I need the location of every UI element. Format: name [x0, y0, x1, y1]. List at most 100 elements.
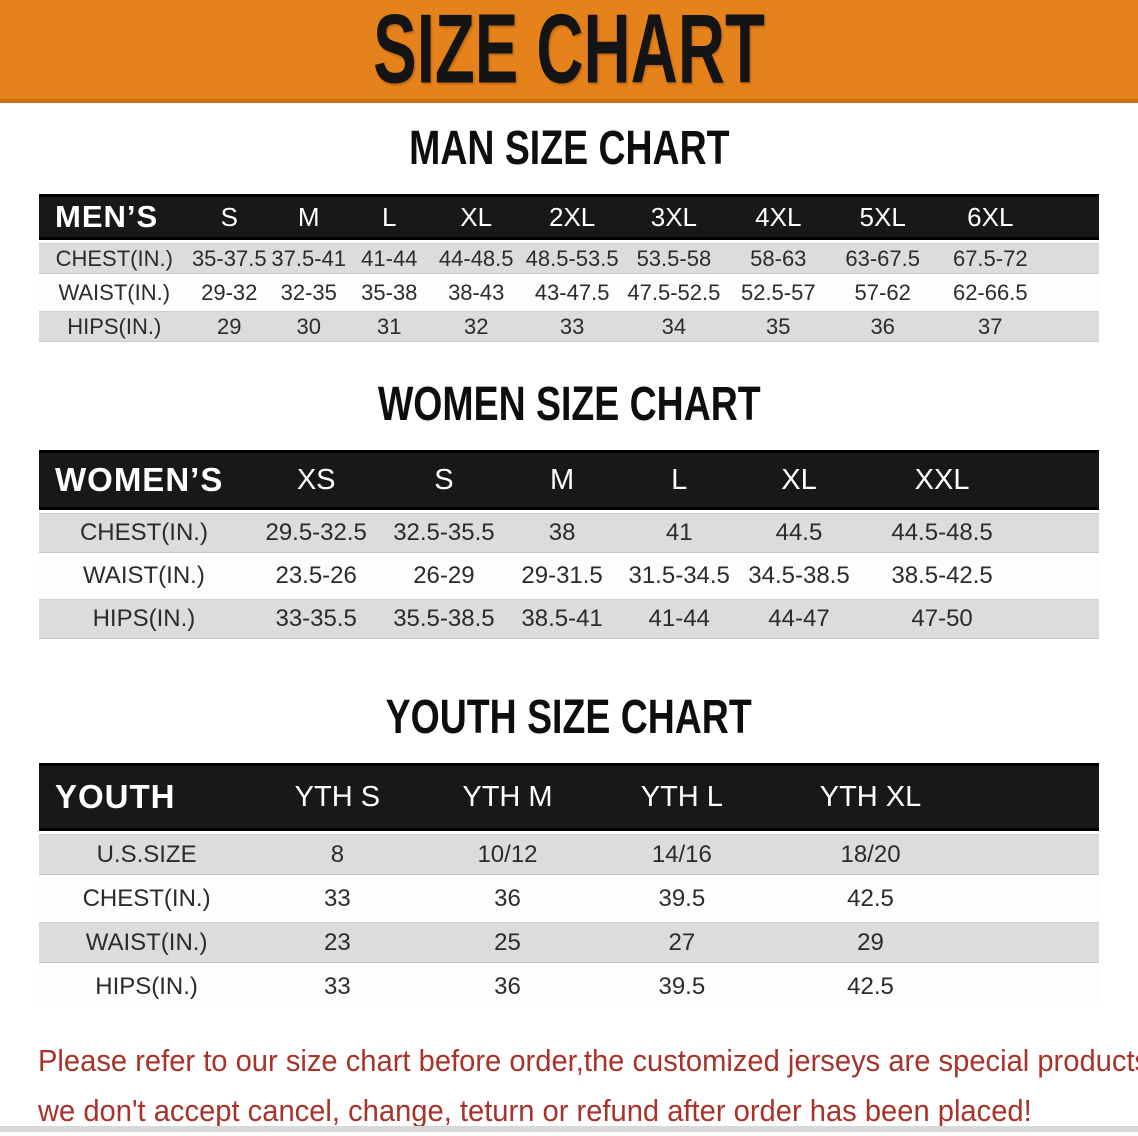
measurement-row: CHEST(IN.) 33 36 39.5 42.5	[39, 878, 1099, 919]
size-column-header: YTH L	[594, 763, 770, 831]
size-value: 31.5-34.5	[619, 556, 739, 596]
spacer-cell	[971, 922, 1099, 963]
youth-size-chart-heading: YOUTH SIZE CHART	[0, 692, 1138, 744]
size-value: 35	[725, 311, 831, 342]
size-value: 35-37.5	[189, 243, 269, 274]
size-value: 44.5-48.5	[859, 513, 1025, 553]
size-value: 36	[420, 878, 595, 919]
size-value: 36	[830, 311, 935, 342]
size-column-header: M	[504, 450, 620, 510]
measurement-row: WAIST(IN.) 23.5-26 26-29 29-31.5 31.5-34.5 34…	[39, 556, 1099, 596]
size-value: 58-63	[725, 243, 831, 274]
measurement-row: WAIST(IN.) 29-32 32-35 35-38 38-43 43-47.5 47.…	[39, 277, 1099, 308]
size-value: 44.5	[738, 513, 860, 553]
mens-size-table: MEN’S S M L XL 2XL 3XL 4XL 5XL 6XL CHEST(IN.) 35-37…	[39, 191, 1099, 345]
size-column-header: L	[619, 450, 739, 510]
size-value: 29-32	[189, 277, 269, 308]
row-label: U.S.SIZE	[39, 834, 255, 875]
size-value: 37.5-41	[269, 243, 349, 274]
table-corner-label: MEN’S	[39, 194, 190, 240]
size-value: 39.5	[594, 878, 770, 919]
size-value: 57-62	[830, 277, 935, 308]
size-column-header: 3XL	[621, 194, 726, 240]
size-value: 23	[254, 922, 421, 963]
size-value: 32	[430, 311, 523, 342]
size-column-header: XS	[248, 450, 384, 510]
size-value: 23.5-26	[248, 556, 384, 596]
row-label: HIPS(IN.)	[39, 599, 249, 639]
mens-table-wrap: MEN’S S M L XL 2XL 3XL 4XL 5XL 6XL CHEST(IN.) 35-37…	[39, 191, 1099, 345]
size-value: 47.5-52.5	[621, 277, 726, 308]
size-value: 36	[420, 966, 595, 1007]
measurement-row: WAIST(IN.) 23 25 27 29	[39, 922, 1099, 963]
disclaimer-line-2: we don't accept cancel, change, teturn o…	[38, 1093, 1032, 1128]
measurement-row: HIPS(IN.) 33-35.5 35.5-38.5 38.5-41 41-44 44-…	[39, 599, 1099, 639]
size-value: 27	[594, 922, 770, 963]
size-value: 31	[348, 311, 431, 342]
size-value: 37	[934, 311, 1046, 342]
table-header-row: YOUTH YTH S YTH M YTH L YTH XL	[39, 763, 1099, 831]
size-column-header: YTH XL	[769, 763, 972, 831]
table-header-row: WOMEN’S XS S M L XL XXL	[39, 450, 1099, 510]
size-value: 44-47	[738, 599, 860, 639]
youth-table-wrap: YOUTH YTH S YTH M YTH L YTH XL U.S.SIZE 8 10/12…	[39, 760, 1099, 1010]
banner-title: SIZE CHART	[373, 0, 765, 104]
size-value: 53.5-58	[621, 243, 726, 274]
row-label: CHEST(IN.)	[39, 243, 190, 274]
measurement-row: HIPS(IN.) 33 36 39.5 42.5	[39, 966, 1099, 1007]
size-value: 43-47.5	[522, 277, 622, 308]
size-value: 33	[254, 966, 421, 1007]
spacer-cell	[971, 834, 1099, 875]
womens-size-table: WOMEN’S XS S M L XL XXL CHEST(IN.) 29.5-32.5 32.5…	[39, 447, 1099, 642]
size-value: 29.5-32.5	[248, 513, 384, 553]
spacer-cell	[1045, 243, 1099, 274]
spacer-cell	[1045, 311, 1099, 342]
size-value: 34	[621, 311, 726, 342]
size-value: 10/12	[420, 834, 595, 875]
size-column-header: M	[269, 194, 349, 240]
youth-size-table: YOUTH YTH S YTH M YTH L YTH XL U.S.SIZE 8 10/12…	[39, 760, 1099, 1010]
youth-size-chart-heading-text: YOUTH SIZE CHART	[385, 691, 753, 744]
size-value: 42.5	[769, 878, 972, 919]
size-column-header: XL	[430, 194, 523, 240]
disclaimer-line-1: Please refer to our size chart before or…	[38, 1043, 1138, 1078]
size-value: 29-31.5	[504, 556, 620, 596]
table-header-row: MEN’S S M L XL 2XL 3XL 4XL 5XL 6XL	[39, 194, 1099, 240]
row-label: CHEST(IN.)	[39, 878, 255, 919]
size-column-header: XXL	[859, 450, 1025, 510]
size-value: 33	[522, 311, 622, 342]
size-column-header: 4XL	[725, 194, 831, 240]
size-value: 29	[769, 922, 972, 963]
size-value: 35-38	[348, 277, 431, 308]
row-label: WAIST(IN.)	[39, 556, 249, 596]
size-value: 47-50	[859, 599, 1025, 639]
row-label: CHEST(IN.)	[39, 513, 249, 553]
size-value: 38.5-41	[504, 599, 620, 639]
size-column-header: 5XL	[830, 194, 935, 240]
size-value: 63-67.5	[830, 243, 935, 274]
bottom-edge-strip	[0, 1126, 1138, 1132]
size-value: 33	[254, 878, 421, 919]
size-value: 52.5-57	[725, 277, 831, 308]
size-value: 35.5-38.5	[383, 599, 505, 639]
measurement-row: CHEST(IN.) 29.5-32.5 32.5-35.5 38 41 44.5 44.5…	[39, 513, 1099, 553]
size-value: 48.5-53.5	[522, 243, 622, 274]
spacer-cell	[971, 878, 1099, 919]
size-value: 38-43	[430, 277, 523, 308]
womens-table-wrap: WOMEN’S XS S M L XL XXL CHEST(IN.) 29.5-32.5 32.5…	[39, 447, 1099, 642]
size-column-header: L	[348, 194, 431, 240]
size-value: 67.5-72	[934, 243, 1046, 274]
size-value: 26-29	[383, 556, 505, 596]
row-label: HIPS(IN.)	[39, 311, 190, 342]
spacer-cell	[1024, 513, 1099, 553]
table-corner-label: WOMEN’S	[39, 450, 249, 510]
size-value: 14/16	[594, 834, 770, 875]
size-value: 25	[420, 922, 595, 963]
measurement-row: HIPS(IN.) 29 30 31 32 33 34 35 36 37	[39, 311, 1099, 342]
size-chart-banner: SIZE CHART	[0, 0, 1138, 104]
size-value: 44-48.5	[430, 243, 523, 274]
size-value: 32.5-35.5	[383, 513, 505, 553]
size-column-header: YTH M	[420, 763, 595, 831]
row-label: HIPS(IN.)	[39, 966, 255, 1007]
spacer-cell	[1045, 277, 1099, 308]
